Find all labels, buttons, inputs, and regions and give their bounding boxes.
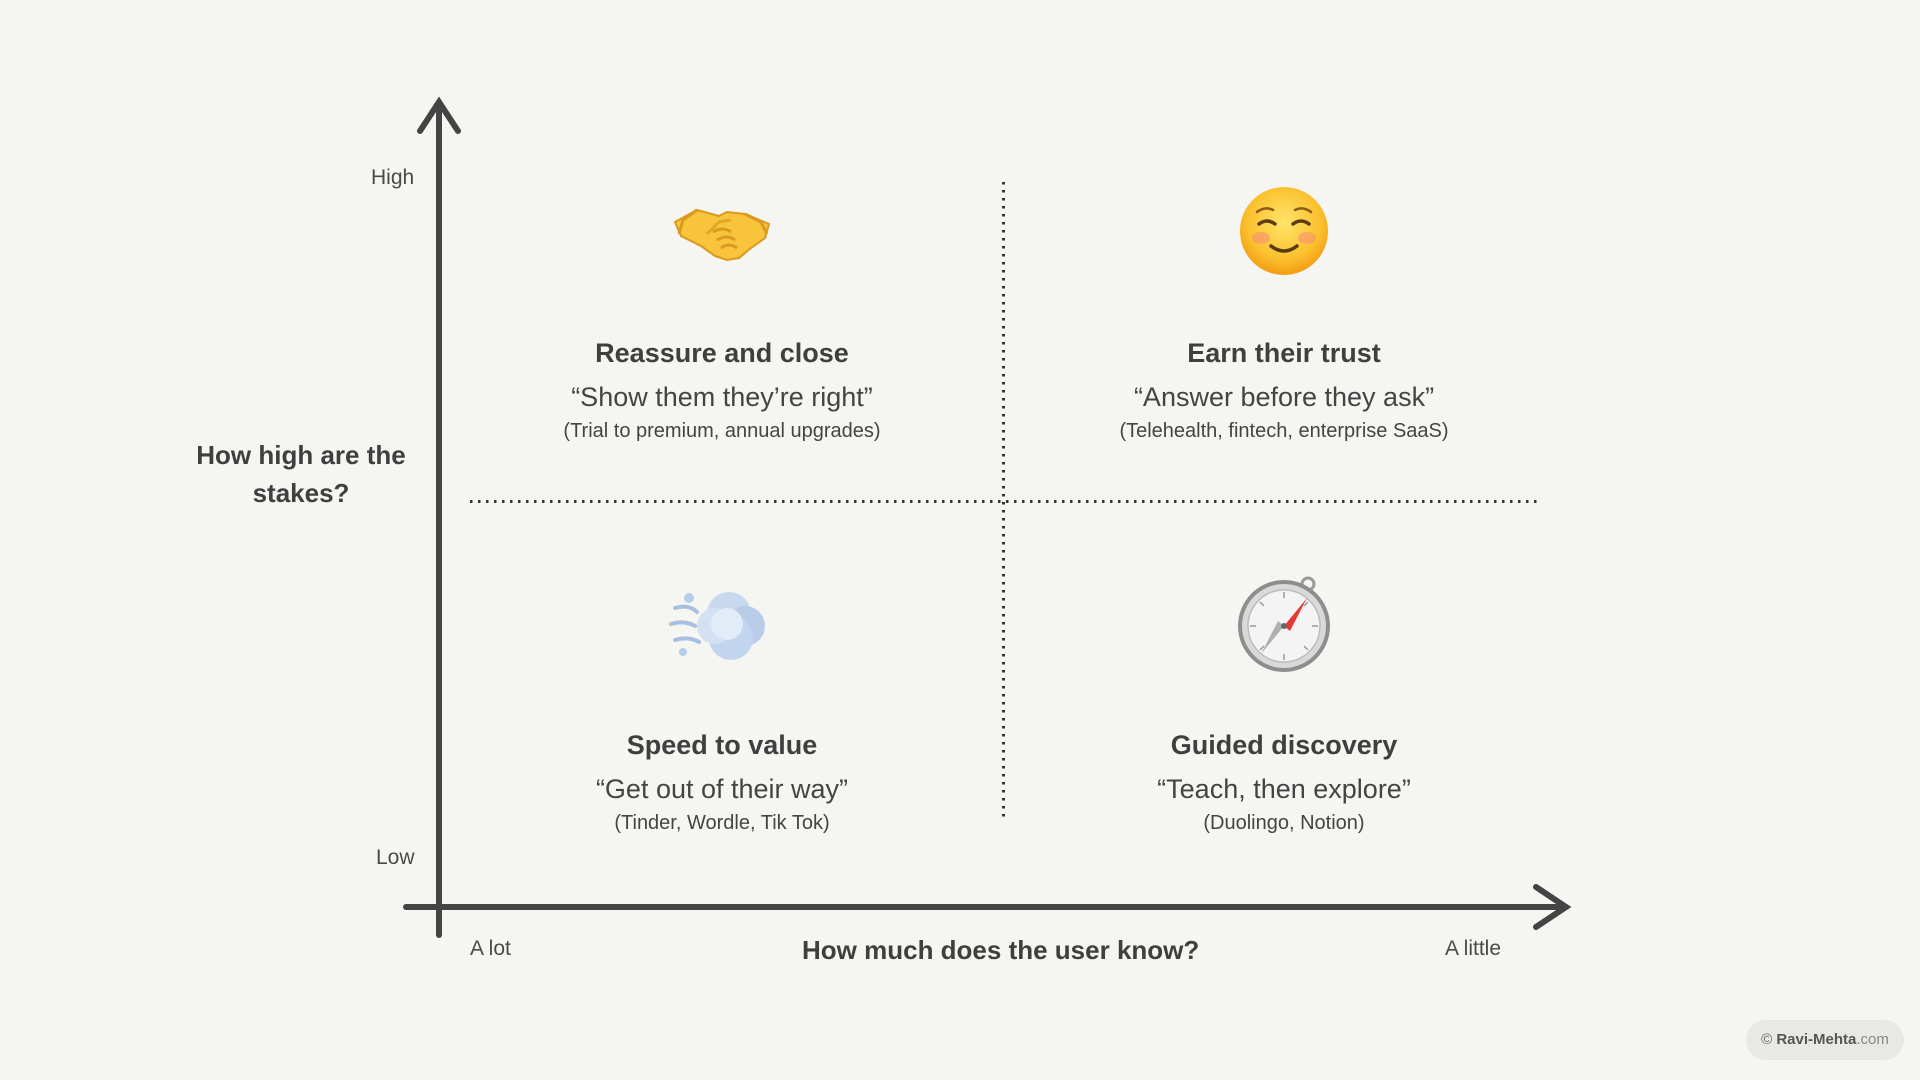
quadrant-reassure-and-close: Reassure and close “Show them they’re ri… — [462, 176, 982, 445]
y-axis-title: How high are the stakes? — [196, 440, 406, 508]
quadrant-quote: “Show them they’re right” — [571, 382, 873, 412]
x-axis-title: How much does the user know? — [802, 935, 1200, 965]
quadrant-examples: (Telehealth, fintech, enterprise SaaS) — [1119, 420, 1449, 442]
quadrant-speed-to-value: Speed to value “Get out of their way” (T… — [462, 568, 982, 837]
quadrant-guided-discovery: Guided discovery “Teach, then explore” (… — [1024, 568, 1544, 837]
quadrant-examples: (Duolingo, Notion) — [1203, 812, 1365, 834]
quadrant-title: Reassure and close — [595, 338, 849, 368]
copyright-suffix: .com — [1856, 1031, 1889, 1048]
quadrant-quote: “Get out of their way” — [595, 774, 849, 804]
copyright-symbol: © — [1761, 1031, 1773, 1048]
y-axis-arrowhead — [417, 96, 461, 134]
quadrant-quote: “Teach, then explore” — [1157, 774, 1411, 804]
handshake-icon — [673, 208, 771, 262]
dashing-away-icon — [669, 592, 765, 660]
y-axis-high-label: High — [371, 166, 415, 189]
copyright-badge: © Ravi-Mehta.com — [1746, 1020, 1904, 1060]
quadrant-quote: “Answer before they ask” — [1133, 382, 1435, 412]
quadrant-title: Earn their trust — [1187, 338, 1381, 368]
x-axis-right-label: A little — [1445, 937, 1502, 960]
copyright-name: Ravi-Mehta — [1776, 1031, 1857, 1048]
quadrant-title: Guided discovery — [1170, 730, 1398, 760]
quadrant-earn-their-trust: Earn their trust “Answer before they ask… — [1024, 176, 1544, 445]
quadrant-examples: (Tinder, Wordle, Tik Tok) — [614, 812, 830, 834]
x-axis-arrowhead — [1533, 884, 1572, 930]
quadrant-title: Speed to value — [626, 730, 818, 760]
smiling-face-icon — [1240, 187, 1328, 275]
y-axis-low-label: Low — [376, 846, 415, 869]
quadrant-examples: (Trial to premium, annual upgrades) — [563, 420, 881, 442]
compass-icon — [1238, 576, 1330, 672]
x-axis-left-label: A lot — [470, 937, 511, 960]
